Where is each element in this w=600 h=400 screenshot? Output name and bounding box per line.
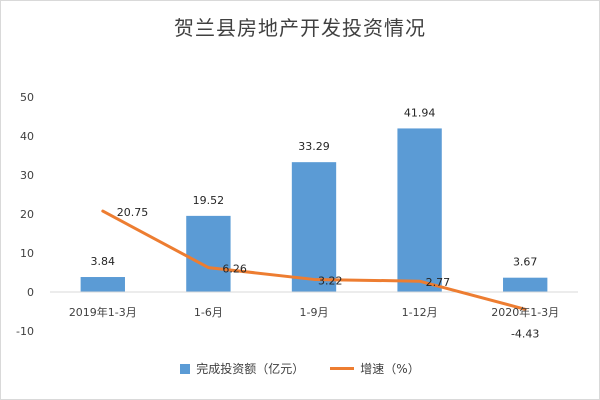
x-tick-label: 1-9月 bbox=[300, 306, 329, 319]
bar bbox=[397, 128, 442, 292]
x-tick-label: 2019年1-3月 bbox=[69, 305, 137, 319]
bar bbox=[80, 277, 125, 292]
y-axis: -10 0 10 20 30 40 50 bbox=[16, 91, 34, 338]
line-series bbox=[101, 209, 527, 311]
line-data-label: 2.77 bbox=[426, 276, 451, 289]
legend-swatch-line bbox=[330, 367, 355, 370]
y-tick-label: 30 bbox=[20, 169, 34, 182]
bar-data-label: 3.67 bbox=[513, 256, 538, 269]
bar bbox=[503, 277, 548, 292]
bar-data-label: 41.94 bbox=[404, 106, 436, 119]
y-tick-label: -10 bbox=[16, 325, 34, 338]
legend-item-bar: 完成投资额（亿元） bbox=[180, 360, 304, 377]
x-tick-label: 2020年1-3月 bbox=[491, 305, 559, 319]
line-data-labels: 20.75 6.26 3.22 2.77 -4.43 bbox=[117, 206, 540, 340]
legend-label-line: 增速（%） bbox=[360, 362, 420, 376]
y-tick-label: 0 bbox=[27, 286, 34, 299]
bar bbox=[186, 215, 231, 292]
bar-data-label: 33.29 bbox=[298, 140, 330, 153]
x-axis: 2019年1-3月 1-6月 1-9月 1-12月 2020年1-3月 bbox=[69, 305, 559, 319]
legend: 完成投资额（亿元） 增速（%） bbox=[0, 360, 600, 377]
legend-swatch-bar bbox=[180, 363, 191, 374]
bar-data-label: 3.84 bbox=[91, 255, 116, 268]
y-tick-label: 20 bbox=[20, 208, 34, 221]
legend-label-bar: 完成投资额（亿元） bbox=[196, 362, 305, 376]
bar-data-label: 19.52 bbox=[193, 194, 225, 207]
legend-item-line: 增速（%） bbox=[330, 360, 420, 377]
line-data-label: 6.26 bbox=[222, 263, 247, 276]
line-data-label: 20.75 bbox=[117, 206, 149, 219]
y-tick-label: 10 bbox=[20, 247, 34, 260]
line-data-label: 3.22 bbox=[318, 274, 343, 287]
x-tick-label: 1-12月 bbox=[402, 306, 438, 319]
line-data-label: -4.43 bbox=[511, 327, 539, 340]
bar bbox=[291, 162, 337, 292]
y-tick-label: 40 bbox=[20, 130, 34, 143]
chart-title: 贺兰县房地产开发投资情况 bbox=[174, 16, 426, 40]
y-tick-label: 50 bbox=[20, 91, 34, 104]
x-tick-label: 1-6月 bbox=[194, 306, 223, 319]
bar-series bbox=[80, 128, 548, 292]
bar-data-labels: 3.84 19.52 33.29 41.94 3.67 bbox=[91, 106, 538, 268]
